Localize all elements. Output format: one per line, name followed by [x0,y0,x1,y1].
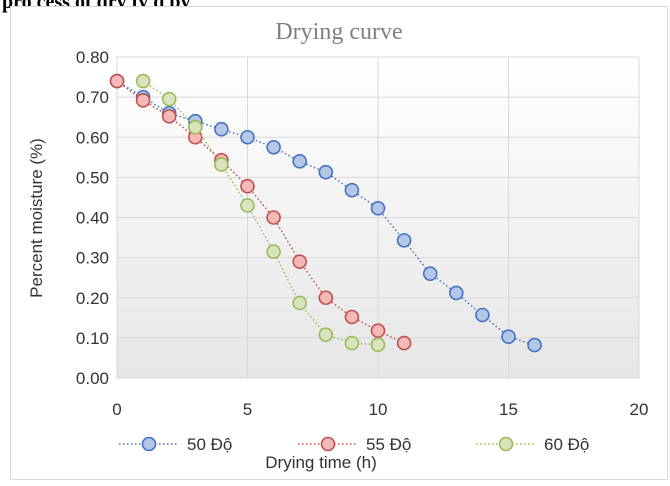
x-tick-label: 0 [112,400,121,419]
data-point [266,244,281,259]
gridlines [116,56,640,379]
y-tick-label: 0.50 [76,168,109,187]
data-point [344,335,360,351]
y-tick-label: 0.10 [76,329,109,348]
data-point [527,337,542,353]
drying-curve-chart: 0.00 0.10 0.20 0.30 0.40 0.50 0.60 0.70 0.80 0 5 10… [27,19,649,472]
y-tick-label: 0.30 [76,249,109,268]
data-point [396,233,412,248]
legend-label: 50 Độ [187,435,232,454]
data-point [370,323,386,338]
data-point [240,178,255,194]
data-point [396,335,412,351]
y-axis-label: Percent moisture (%) [27,138,46,298]
legend-label: 60 Độ [544,435,589,454]
y-tick-label: 0.60 [76,128,109,147]
legend-marker [141,436,157,452]
x-axis-label: Drying time (h) [265,453,376,472]
data-point [240,198,255,213]
data-point [266,139,281,155]
data-point [292,295,308,311]
data-point [109,73,125,89]
data-point [370,200,386,216]
legend-item: 50 Độ [119,435,232,454]
chart-title: Drying curve [275,19,402,45]
data-point [370,337,386,352]
data-point [318,327,334,342]
y-tick-label: 0.40 [76,209,109,228]
data-point [318,290,334,306]
data-point [188,119,203,135]
series-layer [109,73,542,353]
legend-label: 55 Độ [366,435,411,454]
y-tick-label: 0.70 [76,88,109,107]
legend-item: 55 Độ [298,435,411,454]
legend-item: 60 Độ [476,435,589,454]
legend: 50 Độ 55 Độ 60 Độ [119,435,589,454]
series-line [116,80,405,344]
data-point [292,154,308,169]
legend-marker [498,436,514,452]
data-point [161,91,177,107]
data-point [344,182,360,198]
tick-labels: 0.00 0.10 0.20 0.30 0.40 0.50 0.60 0.70 0.80 0 5 10… [76,48,649,419]
legend-marker [320,436,336,452]
data-point [422,266,438,281]
data-point [135,73,151,89]
y-tick-label: 0.80 [76,48,109,67]
x-tick-label: 20 [630,400,649,419]
data-point [292,254,308,269]
data-point [318,164,334,180]
x-tick-label: 15 [499,400,518,419]
y-tick-label: 0.00 [76,369,109,388]
data-point [501,329,516,344]
data-point [135,93,151,108]
data-point [161,109,177,124]
data-point [240,129,255,145]
data-point [266,210,281,225]
data-point [475,307,490,323]
data-point [214,121,229,137]
data-point [448,285,464,301]
x-tick-label: 10 [369,400,388,419]
x-tick-label: 5 [243,400,252,419]
data-point [214,157,229,172]
data-point [344,309,360,325]
y-tick-label: 0.20 [76,289,109,308]
chart-frame: 0.00 0.10 0.20 0.30 0.40 0.50 0.60 0.70 0.80 0 5 10… [10,6,668,480]
series-3 [135,73,386,352]
